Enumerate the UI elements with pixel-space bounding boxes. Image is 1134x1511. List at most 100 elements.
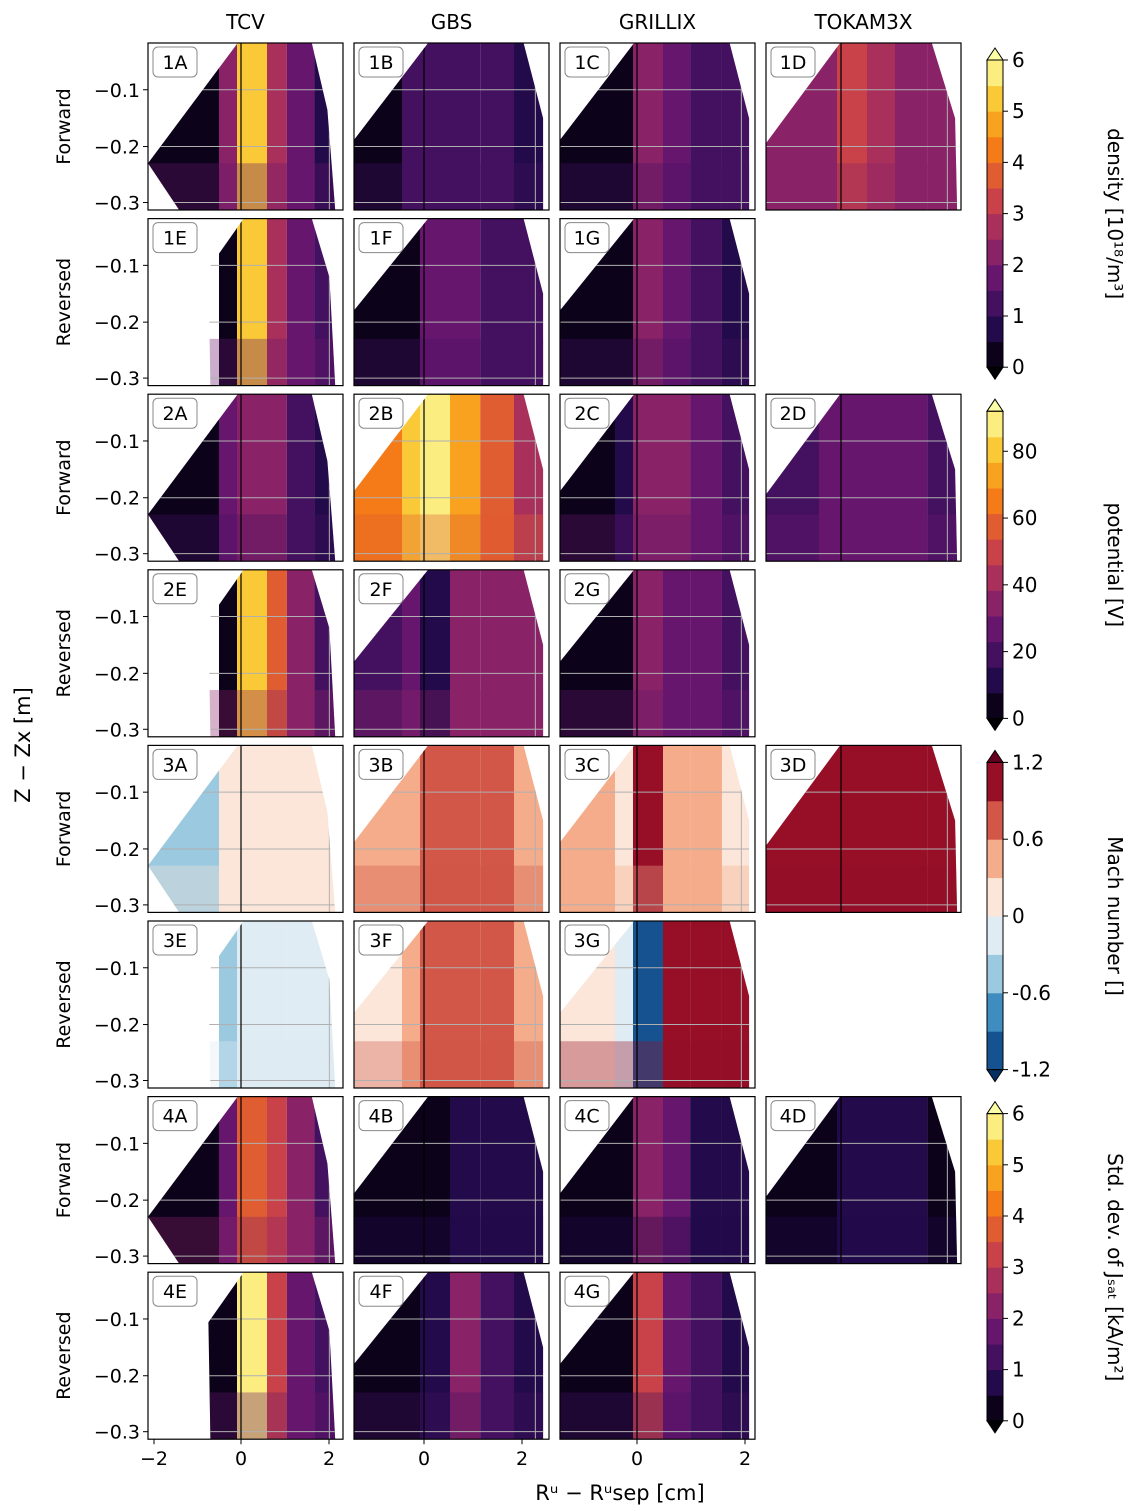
colorbar-swatch [987, 877, 1003, 917]
contour-band [560, 338, 750, 386]
contour-band [219, 1096, 237, 1264]
contour-band [867, 1096, 895, 1264]
contour-band [420, 1096, 450, 1264]
panel-label-box [358, 1275, 404, 1307]
heatmap-4B [354, 1096, 544, 1264]
y-tick-label: −0.3 [94, 192, 140, 214]
colorbar-swatch [987, 85, 1003, 112]
colorbar-swatch [987, 641, 1003, 668]
panel-label-box [564, 1275, 610, 1307]
contour-band [663, 394, 691, 562]
colorbar-tick-label: 6 [1012, 1102, 1025, 1126]
panel-frame-1E [147, 218, 344, 387]
panel-frame-4B [353, 1095, 550, 1265]
panel-label-box [152, 1100, 198, 1132]
panel-label-box [152, 924, 198, 956]
colorbar-tick-label: 0 [1012, 355, 1025, 379]
panel-label-box [770, 748, 816, 780]
row-label-reversed: Reversed [53, 258, 75, 346]
contour-band [480, 218, 514, 386]
panel-label-2F: 2F [369, 579, 392, 601]
contour-band [420, 394, 450, 562]
row-label-forward: Forward [53, 439, 75, 515]
contour-band [354, 1041, 544, 1088]
contour-band [208, 1272, 219, 1440]
y-tick-label: −0.3 [94, 1070, 140, 1092]
colorbar-swatch [987, 667, 1003, 694]
y-tick-label: −0.2 [94, 663, 140, 685]
y-tick-label: −0.1 [94, 431, 140, 453]
contour-band [633, 569, 663, 737]
colorbar-swatch [987, 411, 1003, 438]
panel-label-1A: 1A [162, 52, 187, 74]
panel-frame-4G [559, 1271, 756, 1440]
panel-label-3D: 3D [780, 754, 807, 776]
column-header-tokam3x: TOKAM3X [813, 10, 912, 34]
contour-band [267, 43, 287, 210]
heatmap-1E [208, 218, 336, 386]
contour-band [286, 921, 315, 1088]
contour-band [402, 43, 420, 210]
heatmap-3F [354, 921, 544, 1088]
panel-frame-3E [147, 920, 344, 1089]
y-tick-label: −0.3 [94, 895, 140, 917]
contour-band [237, 1096, 267, 1264]
panel-label-box [564, 397, 610, 429]
contour-band [560, 514, 750, 562]
contour-band [354, 865, 544, 913]
contour-band [819, 43, 837, 210]
panel-frame-4C [559, 1095, 756, 1265]
contour-band [420, 745, 450, 913]
colorbar-swatch [987, 264, 1003, 291]
colorbar-swatch [987, 762, 1003, 802]
panel-label-4A: 4A [162, 1106, 187, 1128]
contour-band [663, 569, 691, 737]
panel-label-4F: 4F [369, 1281, 392, 1303]
contour-band [560, 865, 750, 913]
contour-band [867, 43, 895, 210]
panel-label-1B: 1B [368, 52, 393, 74]
contour-band [450, 569, 481, 737]
contour-band [286, 394, 315, 562]
colorbar-tick-label: 0 [1012, 706, 1025, 730]
y-tick-label: −0.2 [94, 839, 140, 861]
colorbar-swatch [987, 992, 1003, 1032]
panel-label-3F: 3F [369, 930, 392, 952]
panel-frame-1A [147, 42, 344, 211]
contour-band [895, 394, 928, 562]
colorbar-swatch [987, 590, 1003, 617]
contour-band [867, 394, 895, 562]
contour-band [208, 1041, 336, 1088]
y-tick-label: −0.3 [94, 719, 140, 741]
panel-frame-2D [765, 393, 962, 562]
panel-label-box [152, 222, 198, 254]
contour-band [663, 1096, 691, 1264]
contour-band [663, 218, 691, 386]
colorbar-swatch [987, 162, 1003, 189]
contour-band [402, 745, 420, 913]
colorbar-label-2: potential [V] [1103, 502, 1127, 627]
contour-band [867, 745, 895, 913]
x-tick-label: 0 [631, 1448, 643, 1470]
contour-band [480, 394, 514, 562]
contour-band [837, 745, 867, 913]
panel-frame-2F [353, 569, 550, 738]
colorbar-swatch [987, 188, 1003, 215]
contour-band [690, 569, 722, 737]
panel-frame-4A [147, 1095, 344, 1265]
x-tick-label: 0 [235, 1448, 247, 1470]
contour-band [267, 218, 287, 386]
panel-frame-2C [559, 393, 756, 562]
contour-band [766, 1216, 958, 1264]
y-tick-label: −0.3 [94, 544, 140, 566]
y-tick-label: −0.2 [94, 1366, 140, 1388]
y-tick-label: −0.1 [94, 607, 140, 629]
colorbar-swatch [987, 1395, 1003, 1422]
contour-band [354, 690, 544, 737]
contour-band [237, 1272, 267, 1440]
colorbar-tick-label: -1.2 [1012, 1058, 1051, 1082]
panel-label-box [564, 222, 610, 254]
contour-band [286, 569, 315, 737]
colorbar-max-arrow [986, 398, 1004, 412]
contour-band [690, 218, 722, 386]
